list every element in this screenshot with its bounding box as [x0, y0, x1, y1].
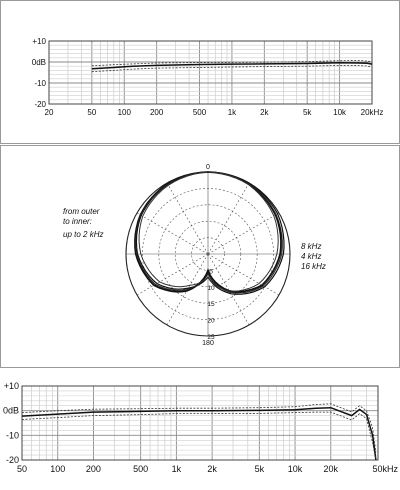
x-tick-label: 200	[150, 108, 164, 117]
tolerance-curve	[21, 411, 377, 461]
response-curve	[91, 62, 373, 70]
polar-spoke	[207, 212, 280, 255]
plot-frame	[21, 385, 379, 461]
y-tick-label: 0dB	[32, 58, 46, 67]
polar-curve	[138, 171, 279, 292]
polar-note-left: from outer to inner: up to 2 kHz	[63, 207, 103, 240]
polar-note-line: 4 kHz	[301, 252, 322, 261]
polar-radial-label: 25	[207, 334, 215, 341]
x-tick-label: 50	[17, 464, 27, 474]
polar-spoke	[136, 212, 209, 255]
polar-note-line: to inner:	[63, 217, 92, 226]
y-tick-label: 0dB	[3, 406, 19, 416]
x-tick-label: 1k	[228, 108, 237, 117]
x-tick-label: 100	[50, 464, 65, 474]
polar-note-line: 8 kHz	[301, 242, 322, 251]
polar-angle-label: 180	[202, 340, 214, 347]
y-tick-label: +10	[32, 37, 46, 46]
y-tick-label: -20	[6, 455, 19, 465]
x-tick-label: 500	[133, 464, 148, 474]
y-tick-label: -20	[34, 100, 46, 109]
x-tick-label: 1k	[172, 464, 182, 474]
top-frequency-response-panel: +10 0dB -10 -20 20 50 100 200 500 1k 2k 5k 10k 20kHz	[0, 0, 400, 144]
polar-note-line: from outer	[63, 207, 100, 216]
polar-note-right: 8 kHz 4 kHz 16 kHz	[301, 242, 326, 272]
y-tick-label: -10	[34, 79, 46, 88]
x-tick-label: 10k	[288, 464, 303, 474]
polar-spoke	[136, 253, 209, 296]
polar-spoke	[207, 253, 250, 326]
polar-note-line: up to 2 kHz	[63, 230, 104, 239]
y-tick-label: -10	[6, 430, 19, 440]
x-tick-label: 5k	[255, 464, 265, 474]
x-tick-label: 50kHz	[372, 464, 398, 474]
x-tick-label: 20kHz	[361, 108, 384, 117]
x-tick-label: 10k	[333, 108, 347, 117]
polar-radial-label: 20	[207, 318, 215, 325]
tolerance-curve	[21, 403, 377, 453]
polar-angle-label: 0	[206, 164, 210, 171]
x-tick-label: 2k	[260, 108, 269, 117]
polar-radial-label: 10	[207, 285, 215, 292]
x-tick-label: 100	[118, 108, 132, 117]
plot-frame	[48, 40, 373, 105]
y-tick-label: +10	[4, 381, 19, 391]
polar-note-line: 16 kHz	[301, 262, 326, 271]
polar-spoke	[207, 182, 250, 255]
x-tick-label: 50	[87, 108, 96, 117]
x-tick-label: 5k	[303, 108, 312, 117]
x-tick-label: 2k	[207, 464, 217, 474]
x-tick-label: 500	[193, 108, 207, 117]
polar-curve	[134, 171, 283, 294]
polar-radial-label: 5	[209, 268, 213, 275]
polar-pattern-panel: 0 180 25 20 15 10 5 from outer to inner: up to…	[0, 145, 400, 368]
polar-spoke	[207, 253, 280, 296]
x-tick-label: 200	[86, 464, 101, 474]
x-tick-label: 20k	[324, 464, 339, 474]
x-tick-label: 20	[45, 108, 54, 117]
polar-radial-label: 15	[207, 301, 215, 308]
response-curve	[21, 406, 377, 461]
polar-spoke	[166, 182, 209, 255]
